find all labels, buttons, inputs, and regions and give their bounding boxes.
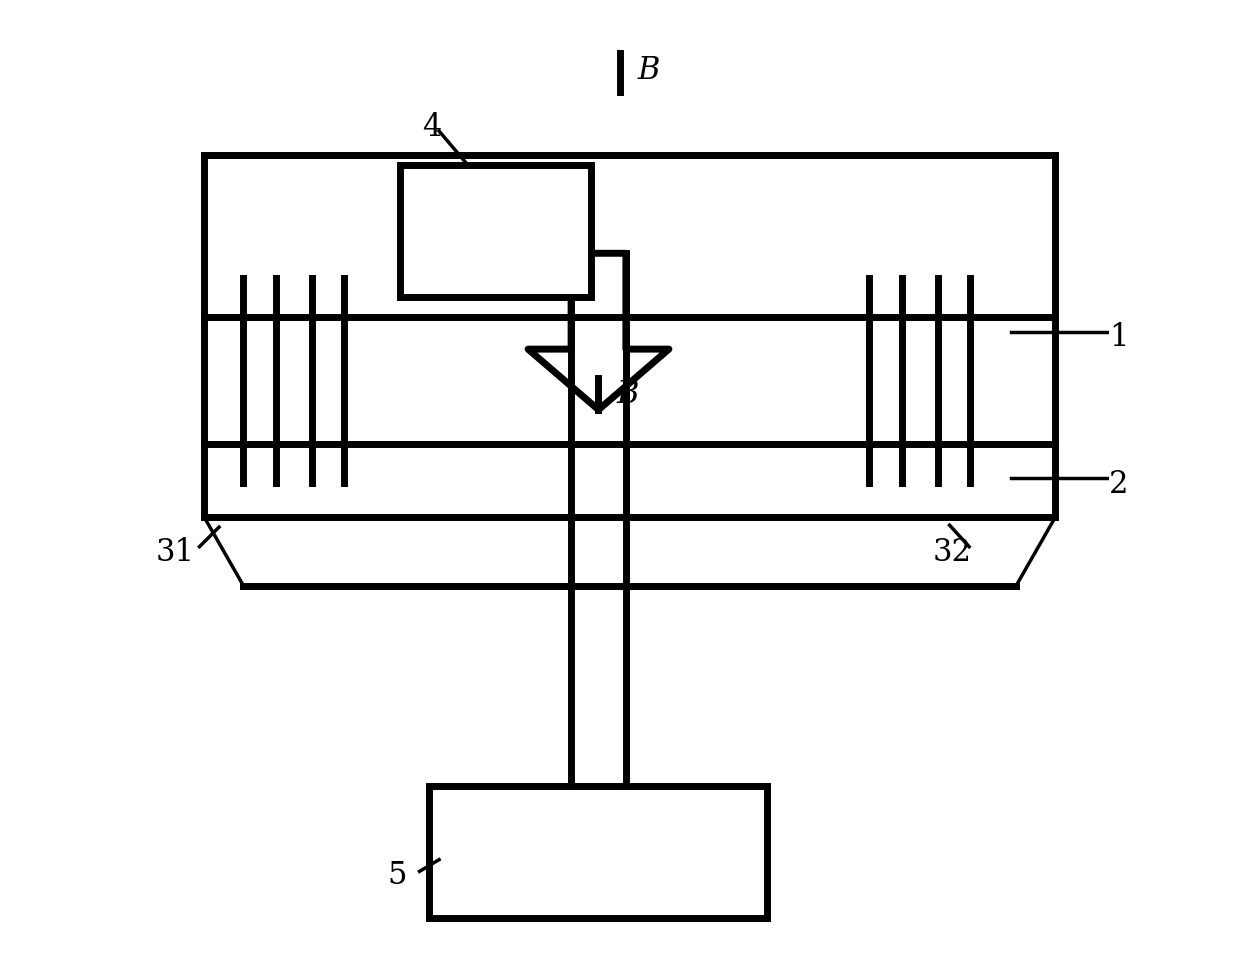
Bar bbox=[205, 156, 1055, 518]
Text: B: B bbox=[616, 378, 639, 409]
Text: 1: 1 bbox=[1109, 321, 1128, 353]
Bar bbox=[401, 166, 590, 298]
Text: 32: 32 bbox=[932, 536, 972, 568]
Bar bbox=[429, 786, 766, 918]
Text: 4: 4 bbox=[423, 111, 441, 143]
Text: 31: 31 bbox=[155, 536, 195, 568]
Text: B: B bbox=[637, 55, 660, 86]
Text: 2: 2 bbox=[1109, 468, 1128, 499]
Text: 5: 5 bbox=[387, 859, 407, 890]
